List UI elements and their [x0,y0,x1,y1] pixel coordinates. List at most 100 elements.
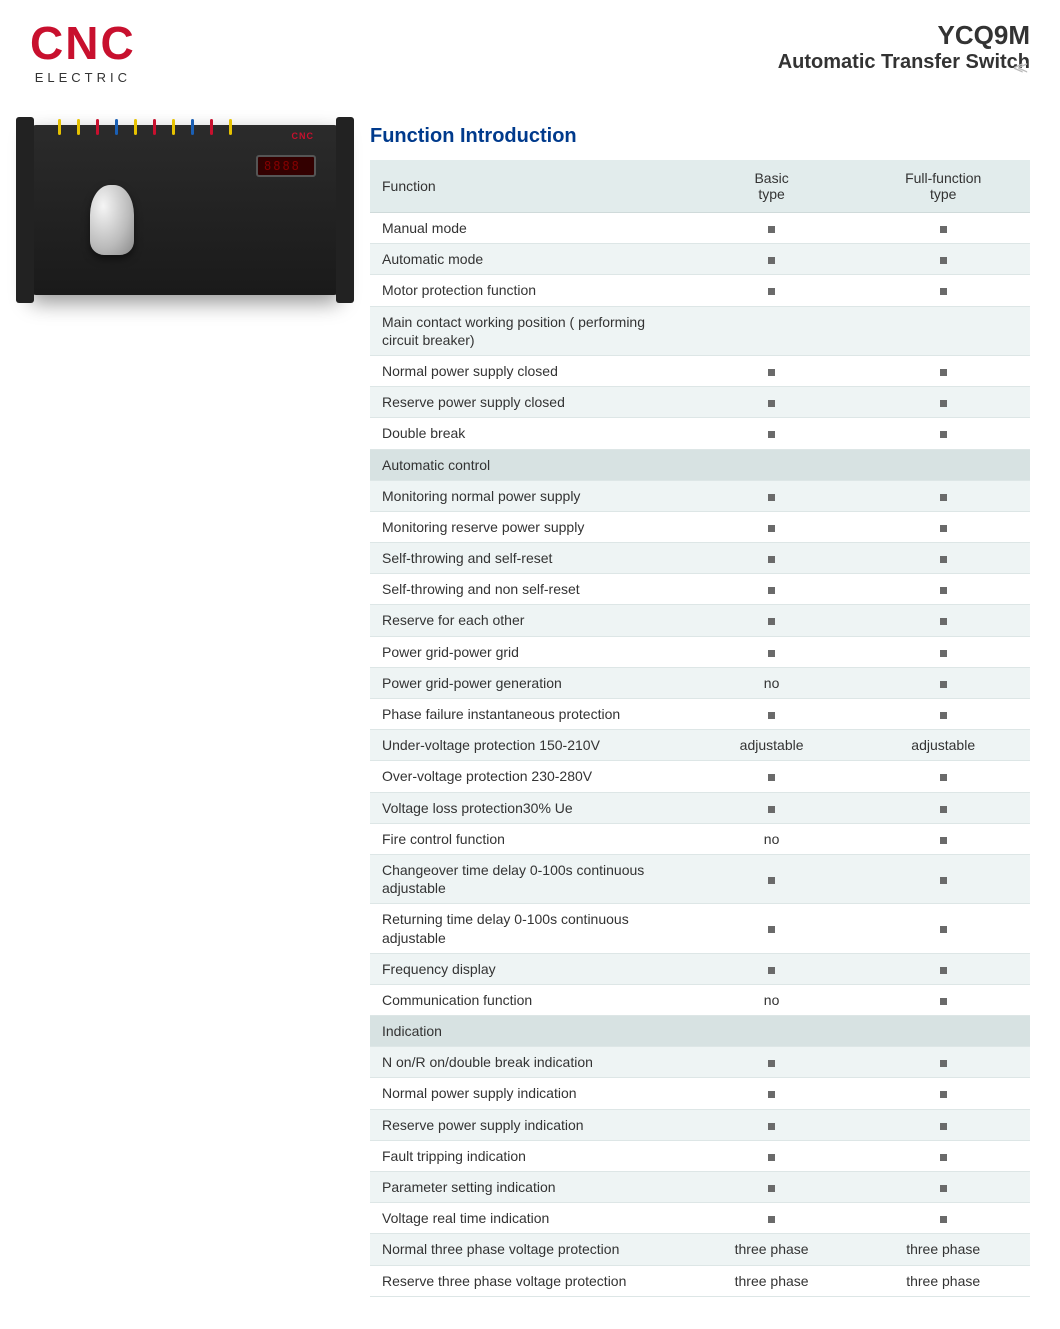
table-row: Voltage loss protection30% Ue [370,792,1030,823]
check-marker-icon [940,226,947,233]
brand-logo: CNC ELECTRIC [30,20,136,85]
table-row: Fault tripping indication [370,1140,1030,1171]
check-marker-icon [768,369,775,376]
cell-function: Fault tripping indication [370,1140,687,1171]
cell-basic [687,854,857,903]
cell-function: Monitoring reserve power supply [370,511,687,542]
check-marker-icon [768,226,775,233]
cell-function: Power grid-power grid [370,636,687,667]
table-row: Under-voltage protection 150-210Vadjusta… [370,730,1030,761]
check-marker-icon [768,1154,775,1161]
table-row: N on/R on/double break indication [370,1047,1030,1078]
cell-basic [687,574,857,605]
cell-full [856,953,1030,984]
cell-function: Over-voltage protection 230-280V [370,761,687,792]
col-full: Full-functiontype [856,160,1030,213]
cell-basic [687,953,857,984]
check-marker-icon [940,877,947,884]
cell-function: Parameter setting indication [370,1172,687,1203]
cell-basic [687,306,857,355]
table-row: Double break [370,418,1030,449]
table-row: Normal power supply closed [370,355,1030,386]
cell-full [856,984,1030,1015]
check-marker-icon [940,837,947,844]
cell-basic [687,1109,857,1140]
content-area: Function Introduction Function Basictype… [370,125,1030,1297]
check-marker-icon [940,1154,947,1161]
cell-basic [687,543,857,574]
table-row: Returning time delay 0-100s continuous a… [370,904,1030,953]
check-marker-icon [940,400,947,407]
cell-function: Automatic mode [370,244,687,275]
cell-function: Under-voltage protection 150-210V [370,730,687,761]
table-row: Reserve power supply closed [370,387,1030,418]
check-marker-icon [940,525,947,532]
table-row: Power grid-power generationno [370,667,1030,698]
table-row: Normal power supply indication [370,1078,1030,1109]
table-row: Changeover time delay 0-100s continuous … [370,854,1030,903]
cell-function: Reserve for each other [370,605,687,636]
check-marker-icon [940,967,947,974]
check-marker-icon [768,400,775,407]
cell-full [856,213,1030,244]
cell-basic: no [687,667,857,698]
device-illustration: CNC [30,125,340,295]
col-basic: Basictype [687,160,857,213]
check-marker-icon [768,525,775,532]
cell-full [856,1078,1030,1109]
check-marker-icon [768,877,775,884]
table-row: Phase failure instantaneous protection [370,699,1030,730]
cell-function: Phase failure instantaneous protection [370,699,687,730]
table-row: Automatic mode [370,244,1030,275]
cell-full: three phase [856,1265,1030,1296]
cell-basic [687,904,857,953]
check-marker-icon [768,1123,775,1130]
table-row: Communication functionno [370,984,1030,1015]
cell-function: Double break [370,418,687,449]
check-marker-icon [940,774,947,781]
cell-basic: three phase [687,1234,857,1265]
check-marker-icon [940,712,947,719]
check-marker-icon [940,681,947,688]
cell-function: Main contact working position ( performi… [370,306,687,355]
cell-function: Changeover time delay 0-100s continuous … [370,854,687,903]
cell-full [856,543,1030,574]
cell-basic [687,213,857,244]
check-marker-icon [768,712,775,719]
table-row: Reserve three phase voltage protectionth… [370,1265,1030,1296]
table-row: Normal three phase voltage protectionthr… [370,1234,1030,1265]
function-table: Function Basictype Full-functiontype Man… [370,160,1030,1297]
cell-full [856,823,1030,854]
cell-basic [687,699,857,730]
main-layout: CNC Function Introduction Function Basic… [30,125,1030,1297]
model-code: YCQ9M [778,20,1030,51]
check-marker-icon [768,618,775,625]
cell-function: Normal power supply indication [370,1078,687,1109]
cell-function: Communication function [370,984,687,1015]
check-marker-icon [768,926,775,933]
cell-basic [687,1172,857,1203]
table-row: Monitoring normal power supply [370,480,1030,511]
cell-full [856,275,1030,306]
cell-full [856,792,1030,823]
cell-basic [687,1140,857,1171]
check-marker-icon [940,998,947,1005]
product-subtitle: Automatic Transfer Switch [778,51,1030,74]
cell-basic [687,355,857,386]
check-marker-icon [768,288,775,295]
table-row: Monitoring reserve power supply [370,511,1030,542]
cell-basic [687,244,857,275]
check-marker-icon [940,288,947,295]
cell-basic [687,418,857,449]
cell-full [856,387,1030,418]
cell-basic [687,761,857,792]
cell-function: Normal three phase voltage protection [370,1234,687,1265]
check-marker-icon [940,1091,947,1098]
cell-full: adjustable [856,730,1030,761]
table-row: Voltage real time indication [370,1203,1030,1234]
cell-full [856,480,1030,511]
cell-basic [687,1203,857,1234]
table-row: Frequency display [370,953,1030,984]
cell-basic: adjustable [687,730,857,761]
table-row: Main contact working position ( performi… [370,306,1030,355]
